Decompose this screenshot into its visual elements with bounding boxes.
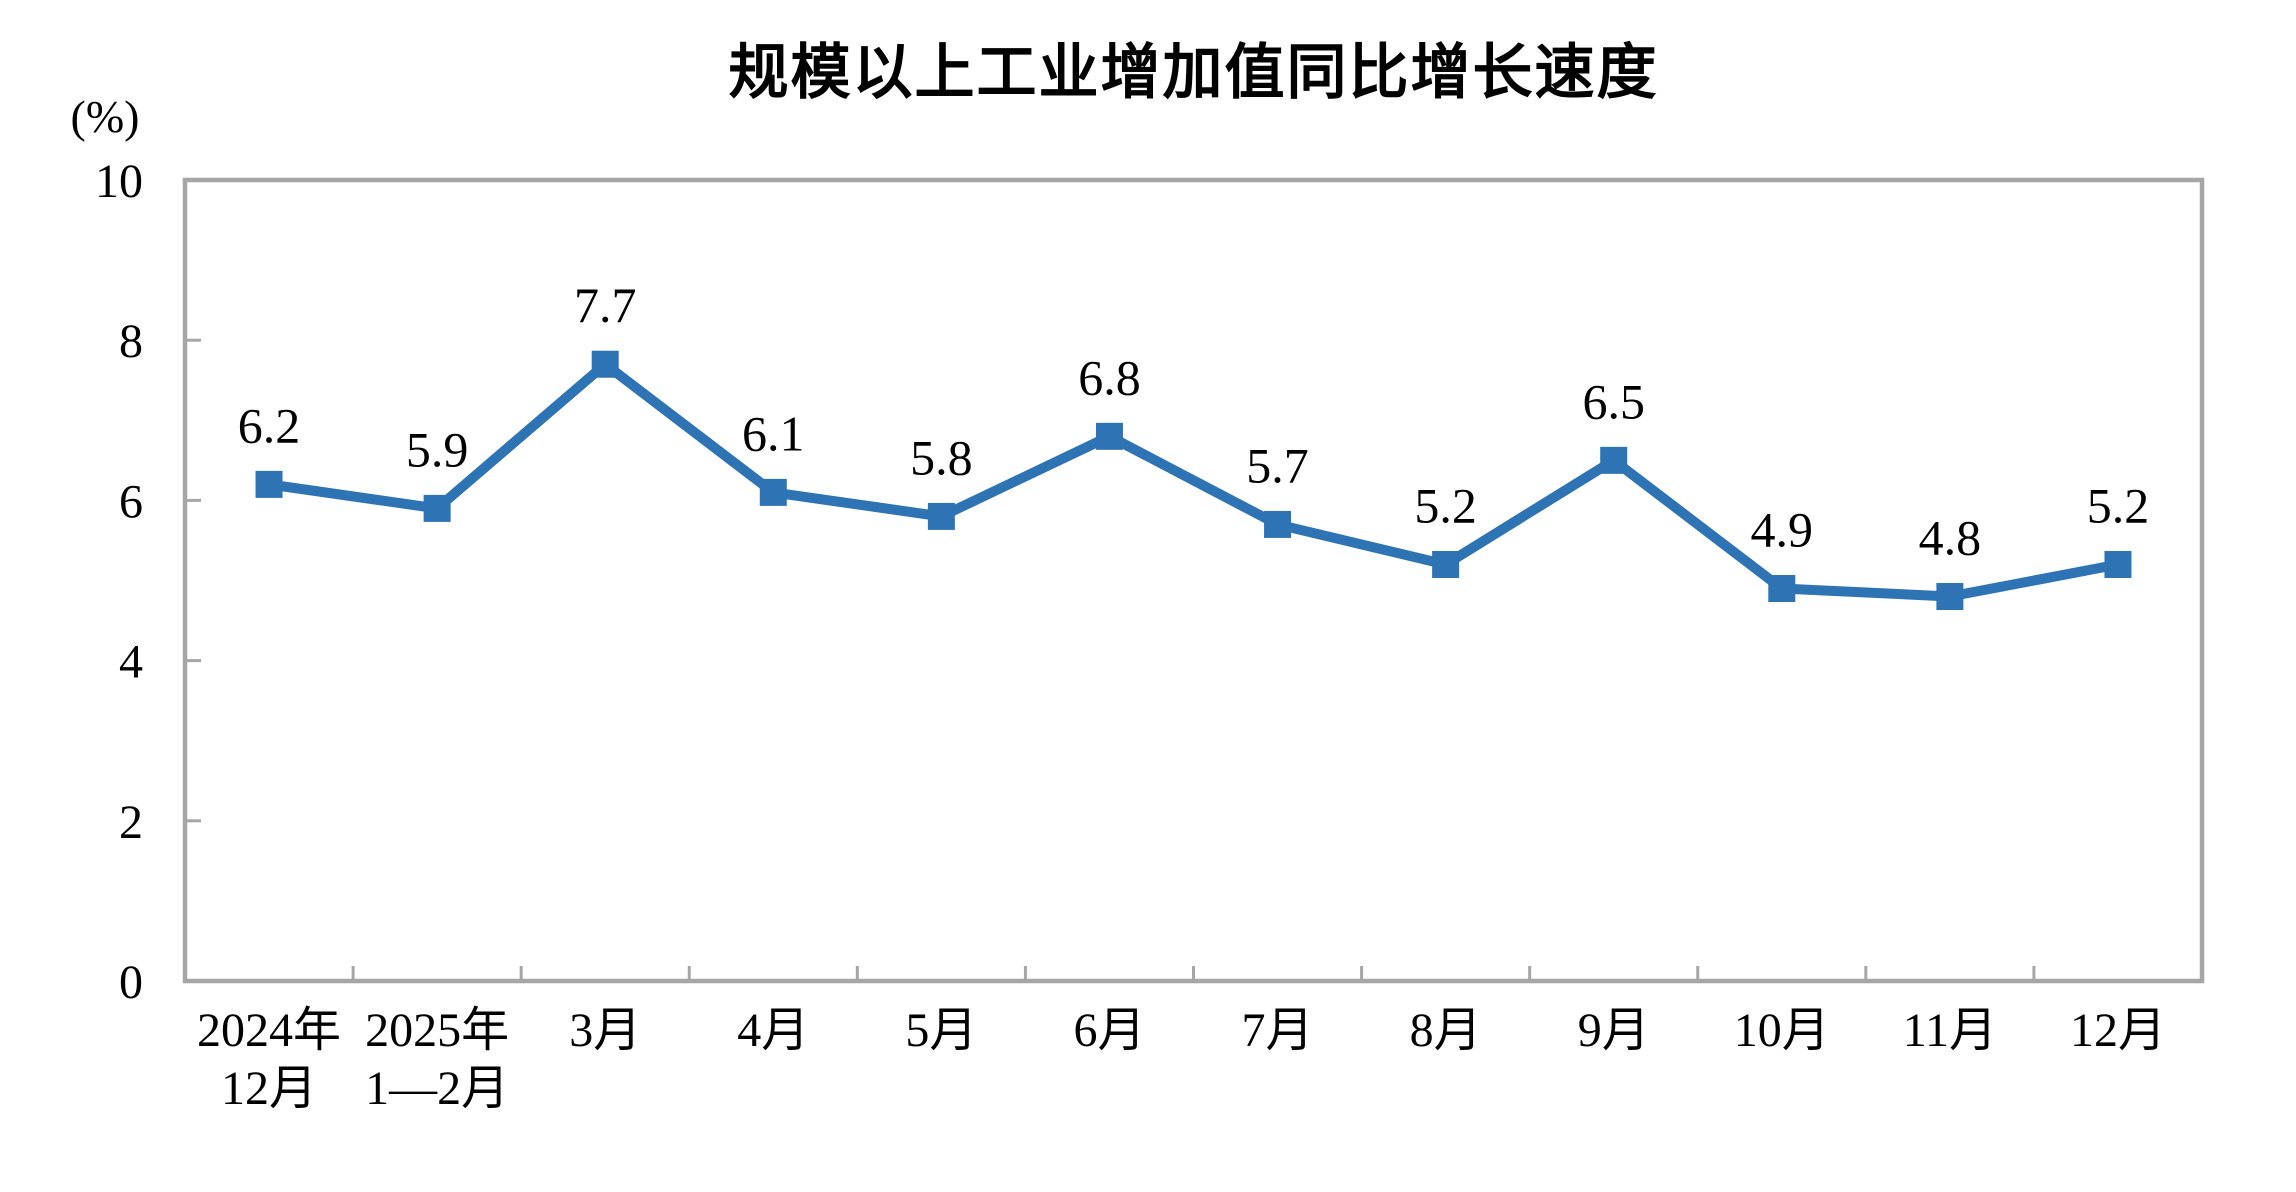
data-label: 6.1 bbox=[742, 405, 805, 461]
x-axis-category-label: 3月 bbox=[569, 1004, 641, 1057]
data-point-marker bbox=[759, 478, 787, 506]
y-axis-tick-label: 4 bbox=[119, 636, 143, 689]
x-axis-category-label: 12月 bbox=[2070, 1004, 2166, 1057]
x-axis-category-label: 11月 bbox=[1903, 1004, 1997, 1057]
data-label: 4.8 bbox=[1919, 510, 1982, 566]
data-point-marker bbox=[255, 470, 283, 498]
x-axis-category-label: 8月 bbox=[1410, 1004, 1482, 1057]
x-axis-category-label: 6月 bbox=[1073, 1004, 1145, 1057]
data-point-marker bbox=[591, 350, 619, 378]
series-line bbox=[268, 359, 2119, 602]
data-label: 5.8 bbox=[910, 429, 973, 485]
chart-title: 规模以上工业增加值同比增长速度 bbox=[728, 39, 1659, 106]
data-point-marker bbox=[1936, 583, 1964, 611]
x-axis-category-label: 5月 bbox=[905, 1004, 977, 1057]
y-axis-tick-label: 10 bbox=[95, 155, 143, 208]
data-point-marker bbox=[1600, 446, 1628, 474]
y-axis-tick-label: 8 bbox=[119, 315, 143, 368]
data-point-marker bbox=[1432, 550, 1460, 578]
x-axis-category-label: 10月 bbox=[1734, 1004, 1830, 1057]
data-point-marker bbox=[1768, 575, 1796, 603]
data-label: 5.9 bbox=[406, 421, 469, 477]
data-label: 7.7 bbox=[574, 277, 637, 333]
data-point-marker bbox=[1095, 422, 1123, 450]
data-label: 6.8 bbox=[1078, 349, 1141, 405]
x-axis-category-label: 9月 bbox=[1578, 1004, 1650, 1057]
data-point-marker bbox=[2104, 550, 2132, 578]
data-label: 5.7 bbox=[1246, 437, 1309, 493]
data-point-marker bbox=[423, 494, 451, 522]
data-point-marker bbox=[1264, 510, 1292, 538]
y-axis-unit-label: (%) bbox=[70, 91, 140, 142]
data-label: 5.2 bbox=[2087, 477, 2150, 533]
data-label: 5.2 bbox=[1414, 477, 1477, 533]
data-label: 6.5 bbox=[1582, 373, 1645, 429]
y-axis-tick-label: 2 bbox=[119, 796, 143, 849]
x-axis-category-label: 7月 bbox=[1242, 1004, 1314, 1057]
y-axis-tick-label: 0 bbox=[119, 956, 143, 1009]
x-axis-category-label: 4月 bbox=[737, 1004, 809, 1057]
y-axis-tick-label: 6 bbox=[119, 475, 143, 528]
x-axis-category-label: 2025年 1—2月 bbox=[365, 1004, 509, 1115]
data-label: 4.9 bbox=[1751, 502, 1814, 558]
x-axis-category-label: 2024年 12月 bbox=[197, 1004, 341, 1115]
data-point-marker bbox=[927, 502, 955, 530]
data-label: 6.2 bbox=[238, 397, 301, 453]
plot-border bbox=[182, 177, 2205, 984]
